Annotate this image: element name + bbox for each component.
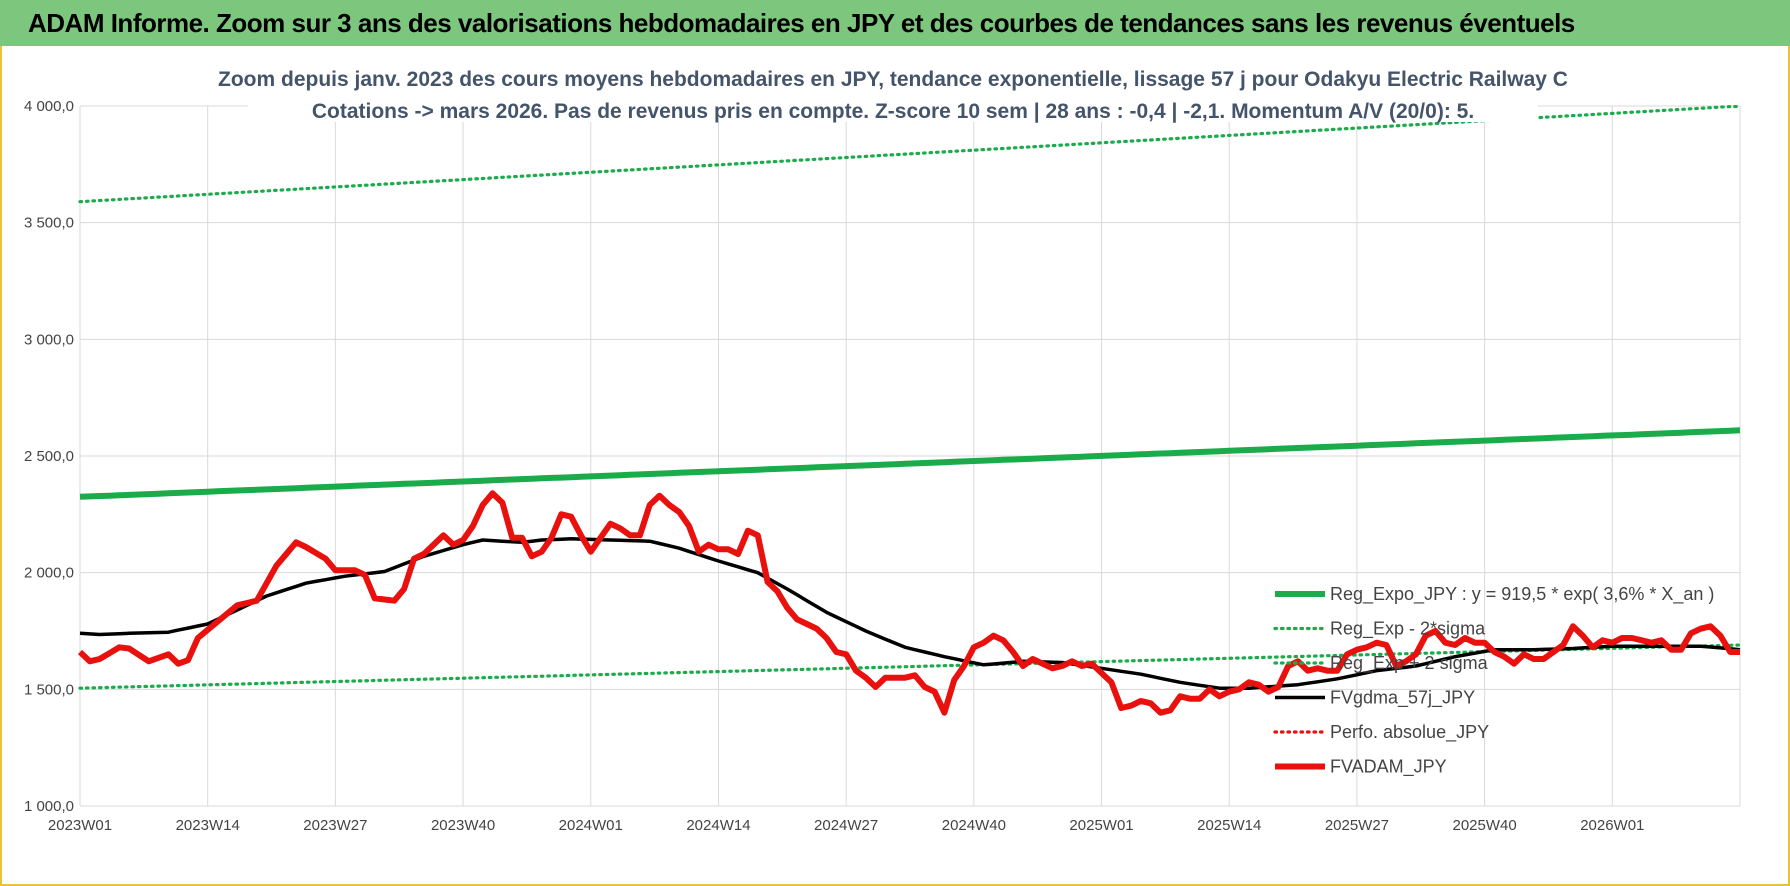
grid-lines [79,105,1741,807]
x-tick-label: 2025W27 [1325,817,1389,834]
y-tick-label: 1 500,0 [24,681,74,698]
y-tick-label: 3 500,0 [24,215,74,232]
y-tick-label: 2 000,0 [24,565,74,582]
y-axis: 1 000,0 1 500,0 2 000,0 2 500,0 3 000,0 3 500… [24,98,74,815]
x-tick-label: 2024W27 [814,817,878,834]
x-tick-label: 2024W40 [942,817,1006,834]
report-banner: ADAM Informe. Zoom sur 3 ans des valoris… [0,0,1790,46]
chart-legend: Reg_Expo_JPY : y = 919,5 * exp( 3,6% * X… [1273,584,1714,778]
legend-entry: Reg_Exp - 2*sigma [1330,619,1486,640]
legend-entry: Reg_Exp + 2 sigma [1330,653,1489,674]
x-tick-label: 2023W40 [431,817,495,834]
x-tick-label: 2024W01 [559,817,623,834]
y-tick-label: 2 500,0 [24,448,74,465]
series-line-3 [79,537,1741,690]
x-tick-label: 2023W14 [176,817,240,834]
report-title: ADAM Informe. Zoom sur 3 ans des valoris… [28,8,1575,38]
x-tick-label: 2025W40 [1453,817,1517,834]
series-line-1 [78,643,1742,690]
y-tick-label: 4 000,0 [24,98,74,115]
x-tick-label: 2025W14 [1197,817,1261,834]
series-line-5 [77,490,1740,716]
x-tick-label: 2024W14 [686,817,750,834]
x-tick-label: 2023W27 [303,817,367,834]
x-axis: 2023W01 2023W14 2023W27 2023W40 2024W01 2024W… [48,817,1645,834]
legend-entry: Reg_Expo_JPY : y = 919,5 * exp( 3,6% * X… [1330,584,1714,605]
x-tick-label: 2023W01 [48,817,112,834]
y-tick-label: 1 000,0 [24,798,74,815]
x-tick-label: 2026W01 [1580,817,1644,834]
chart-canvas: 1 000,0 1 500,0 2 000,0 2 500,0 3 000,0 3 500… [24,56,1742,834]
x-tick-label: 2025W01 [1069,817,1133,834]
legend-entry: Perfo. absolue_JPY [1330,722,1489,743]
chart-title-line-2: Cotations -> mars 2026. Pas de revenus p… [312,100,1474,123]
legend-entry: FVADAM_JPY [1330,757,1447,778]
series-lines [77,104,1742,716]
chart-title: Zoom depuis janv. 2023 des cours moyens … [218,56,1568,123]
chart-title-line-1: Zoom depuis janv. 2023 des cours moyens … [218,68,1568,91]
y-tick-label: 3 000,0 [24,331,74,348]
legend-entry: FVgdma_57j_JPY [1330,688,1475,709]
series-line-0 [79,427,1741,500]
